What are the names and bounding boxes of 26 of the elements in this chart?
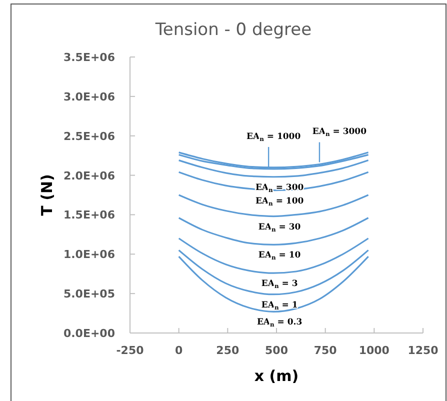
x-tick-label: 0 (175, 344, 184, 357)
annotation: EA$_{n}$ = 0.3 (256, 318, 302, 328)
y-tick-label: 2.0E+06 (63, 169, 116, 182)
annotation: EA$_{n}$ = 10 (258, 250, 301, 262)
x-tick-label: 250 (216, 344, 240, 357)
x-tick-label: -250 (116, 344, 144, 357)
x-tick-label: 750 (314, 344, 338, 357)
x-tick-label: 1000 (358, 344, 390, 357)
annotation: EA$_{n}$ = 100 (255, 196, 304, 207)
chart-title: Tension - 0 degree (154, 20, 312, 40)
y-tick-label: 0.0E+00 (63, 327, 116, 340)
x-tick-label: 1250 (408, 344, 439, 357)
annotation: EA$_{n}$ = 3 (261, 279, 298, 290)
x-axis-title: x (m) (254, 367, 299, 385)
annotation: EA$_{n}$ = 1000 (246, 132, 301, 142)
annotation: EA$_{n}$ = 3000 (312, 127, 367, 138)
annotation: EA$_{n}$ = 1 (261, 300, 298, 311)
y-tick-label: 1.5E+06 (63, 208, 116, 222)
y-tick-label: 5.0E+05 (63, 288, 115, 301)
y-tick-label: 2.5E+06 (63, 130, 116, 143)
y-tick-label: 1.0E+06 (63, 248, 116, 262)
annotation: EA$_{n}$ = 30 (258, 222, 301, 233)
x-tick-label: 500 (265, 344, 288, 357)
y-tick-label: 3.5E+06 (63, 51, 116, 64)
y-axis-title: T (N) (38, 174, 56, 216)
y-tick-label: 3.0E+06 (63, 90, 116, 104)
